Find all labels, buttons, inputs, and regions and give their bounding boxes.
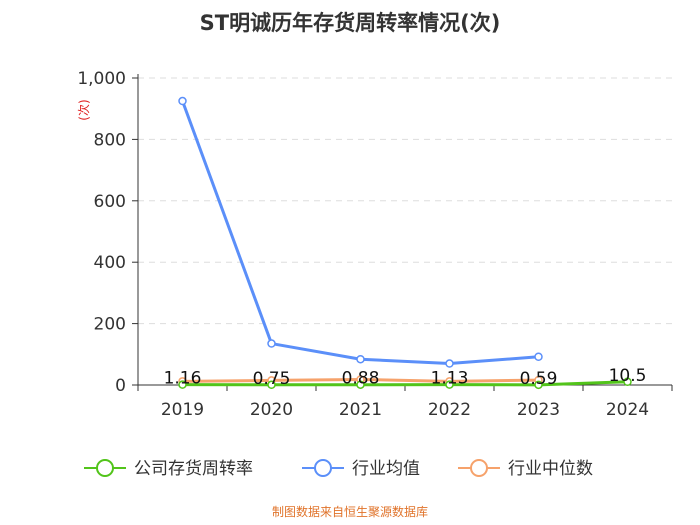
chart-title: ST明诚历年存货周转率情况(次) — [200, 11, 501, 35]
legend-label: 行业均值 — [352, 459, 420, 479]
legend-item-2[interactable]: 行业中位数 — [458, 459, 593, 479]
data-label: 1.13 — [431, 369, 469, 389]
y-tick-label: 0 — [115, 376, 126, 396]
legend-label: 行业中位数 — [508, 459, 593, 479]
series-line — [182, 380, 628, 387]
legend-marker — [470, 459, 488, 477]
data-point[interactable] — [534, 352, 543, 362]
data-point[interactable] — [267, 380, 276, 390]
data-point[interactable] — [178, 380, 187, 389]
data-point[interactable] — [178, 96, 187, 106]
y-tick-label: 600 — [94, 192, 126, 212]
series-1 — [178, 96, 543, 368]
data-point[interactable] — [534, 380, 543, 390]
grid — [138, 77, 672, 325]
data-point[interactable] — [267, 339, 276, 348]
legend-item-1[interactable]: 行业均值 — [302, 459, 420, 479]
data-point[interactable] — [623, 377, 632, 387]
x-tick-label: 2019 — [161, 400, 204, 420]
legend[interactable]: 公司存货周转率 行业均值 行业中位数 — [84, 459, 593, 479]
x-tick-label: 2023 — [517, 400, 560, 420]
data-labels: 1.16 0.75 0.88 1.13 0.59 10.5 — [164, 366, 647, 389]
series-line — [181, 100, 539, 366]
x-tick-label: 2024 — [606, 400, 649, 420]
y-axis: 0 200 400 600 800 1,000 — [77, 69, 139, 396]
x-tick-label: 2021 — [339, 400, 382, 420]
y-tick-label: 800 — [94, 130, 126, 150]
source-note: 制图数据来自恒生聚源数据库 — [272, 504, 428, 519]
x-axis: 2019 2020 2021 2022 2023 2024 — [137, 384, 673, 420]
data-point[interactable] — [445, 359, 454, 368]
x-tick-label: 2020 — [250, 400, 293, 420]
y-tick-label: 400 — [94, 253, 126, 273]
data-point[interactable] — [356, 354, 365, 364]
data-label: 0.75 — [253, 369, 291, 389]
data-point[interactable] — [445, 380, 454, 389]
legend-label: 公司存货周转率 — [134, 459, 253, 479]
legend-item-0[interactable]: 公司存货周转率 — [84, 459, 253, 479]
y-tick-label: 200 — [94, 315, 126, 335]
data-label: 10.5 — [609, 366, 647, 386]
series-layer — [178, 96, 632, 390]
data-label: 1.16 — [164, 369, 202, 389]
y-tick-label: 1,000 — [77, 69, 126, 89]
x-tick-label: 2022 — [428, 400, 471, 420]
data-label: 0.88 — [342, 369, 380, 389]
data-label: 0.59 — [520, 369, 558, 389]
series-0 — [178, 377, 632, 390]
legend-marker — [96, 459, 114, 477]
legend-marker — [314, 459, 332, 477]
y-axis-label: (次) — [77, 99, 91, 120]
data-point[interactable] — [356, 380, 365, 389]
